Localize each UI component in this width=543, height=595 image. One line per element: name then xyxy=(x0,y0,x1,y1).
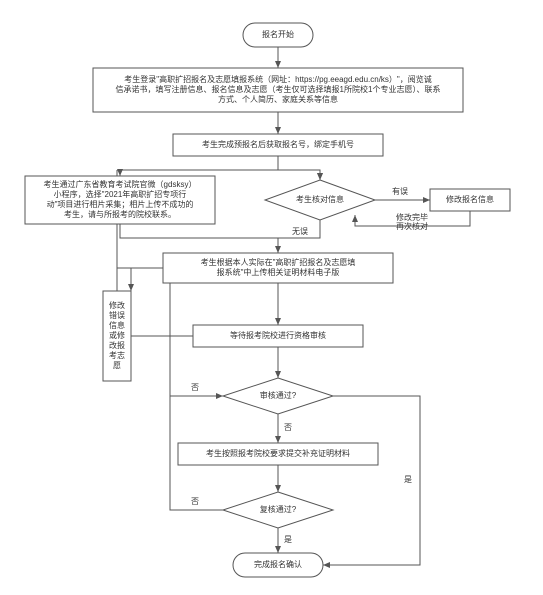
node-pass1-text: 审核通过? xyxy=(260,390,297,400)
edge-7 xyxy=(278,220,320,253)
node-photo-text: 动"项目进行相片采集；相片上传不成功的 xyxy=(47,199,194,209)
node-login: 考生登录"高职扩招报名及志愿填报系统（网址：https://pg.eeagd.e… xyxy=(93,68,463,112)
node-upload-text: 报系统"中上传相关证明材料电子版 xyxy=(217,267,340,277)
node-pass1: 审核通过? xyxy=(223,378,333,414)
node-modify-text: 修改报名信息 xyxy=(446,194,494,204)
edge-7-label: 无误 xyxy=(292,227,308,236)
edge-17-label: 是 xyxy=(284,535,292,544)
edge-4 xyxy=(278,156,320,180)
edge-10 xyxy=(131,268,163,291)
edge-19-label: 否 xyxy=(191,383,199,392)
node-wait-text: 等待报考院校进行资格审核 xyxy=(230,330,326,340)
node-upload-text: 考生根据本人实际在"高职扩招报名及志愿填 xyxy=(201,257,356,267)
node-check-text: 考生核对信息 xyxy=(296,194,344,204)
node-modify: 修改报名信息 xyxy=(430,189,510,211)
node-supplement: 考生按照报考院校要求提交补充证明材料 xyxy=(178,443,378,465)
node-photo: 考生通过广东省教育考试院官微（gdsksy）小程序，选择"2021年高职扩招专项… xyxy=(25,176,215,224)
edge-18-label: 否 xyxy=(191,497,199,506)
node-login-text: 信承诺书，填写注册信息、报名信息及志愿（考生仅可选择填报1所院校1个专业志愿）、… xyxy=(116,84,441,94)
node-photo-text: 考生通过广东省教育考试院官微（gdsksy） xyxy=(44,179,197,189)
node-getNo-text: 考生完成预报名后获取报名号，绑定手机号 xyxy=(202,139,354,149)
node-upload: 考生根据本人实际在"高职扩招报名及志愿填报系统"中上传相关证明材料电子版 xyxy=(163,253,393,283)
edge-14-label: 否 xyxy=(284,423,292,432)
edge-2 xyxy=(120,156,278,176)
node-sideNote-text: 改报 xyxy=(109,340,125,350)
edge-6-label: 再次核对 xyxy=(396,221,428,231)
node-sideNote-text: 修改 xyxy=(109,300,125,310)
node-sideNote-text: 考志 xyxy=(109,350,125,360)
node-login-text: 方式、个人简历、家庭关系等信息 xyxy=(218,94,338,104)
node-end-text: 完成报名确认 xyxy=(254,559,302,569)
node-photo-text: 考生，请与所报考的院校联系。 xyxy=(64,209,176,219)
node-sideNote-text: 错误 xyxy=(109,310,125,320)
node-sideNote-text: 或修 xyxy=(109,330,125,340)
edge-15-label: 是 xyxy=(404,475,412,484)
node-login-text: 考生登录"高职扩招报名及志愿填报系统（网址：https://pg.eeagd.e… xyxy=(124,74,432,84)
node-check: 考生核对信息 xyxy=(265,180,375,220)
node-pass2-text: 复核通过? xyxy=(260,504,297,514)
node-supplement-text: 考生按照报考院校要求提交补充证明材料 xyxy=(206,448,350,458)
edge-8 xyxy=(120,224,278,238)
node-start: 报名开始 xyxy=(243,23,313,47)
node-end: 完成报名确认 xyxy=(233,553,323,577)
node-pass2: 复核通过? xyxy=(223,492,333,528)
node-photo-text: 小程序，选择"2021年高职扩招专项行 xyxy=(54,189,187,199)
node-sideNote: 修改错误信息或修改报考志愿 xyxy=(103,291,131,381)
edge-6-label: 修改完毕 xyxy=(396,212,428,222)
node-getNo: 考生完成预报名后获取报名号，绑定手机号 xyxy=(173,134,383,156)
node-sideNote-text: 信息 xyxy=(109,320,125,330)
node-wait: 等待报考院校进行资格审核 xyxy=(193,325,363,347)
node-start-text: 报名开始 xyxy=(262,29,294,39)
edge-5-label: 有误 xyxy=(392,186,408,196)
node-sideNote-text: 愿 xyxy=(113,361,121,370)
